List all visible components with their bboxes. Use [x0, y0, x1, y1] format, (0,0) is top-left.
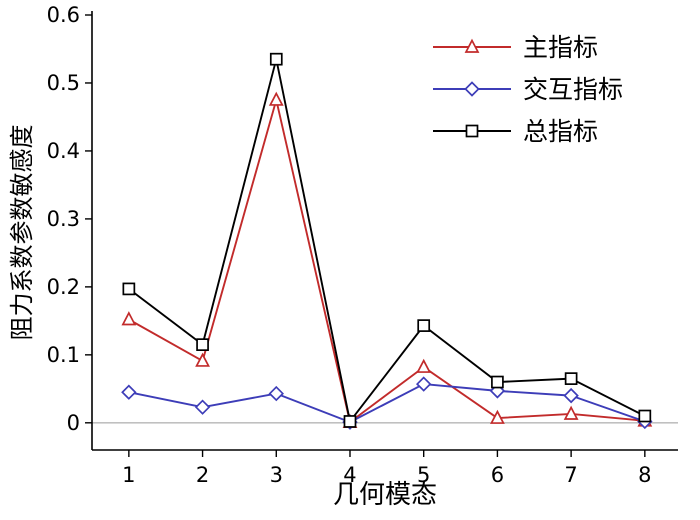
y-tick-label: 0.1 — [47, 343, 80, 367]
x-axis-title: 几何模态 — [333, 480, 437, 510]
series-line — [128, 383, 646, 424]
diamond-marker — [415, 376, 432, 392]
x-tick-label: 7 — [564, 463, 577, 487]
series-2 — [122, 52, 652, 428]
diamond-marker — [464, 81, 480, 97]
legend-entry-0: 主指标 — [433, 33, 598, 62]
series-line — [128, 99, 645, 424]
square-marker — [564, 372, 578, 385]
diamond-marker — [121, 384, 137, 400]
square-marker — [638, 409, 652, 423]
x-tick-label: 5 — [417, 463, 430, 487]
square-marker — [196, 338, 209, 351]
triangle-marker — [563, 405, 579, 420]
y-ticks: 0 0.1 0.2 0.3 0.4 0.5 0.6 — [47, 3, 92, 435]
y-tick-label: 0.3 — [47, 207, 80, 231]
axes — [91, 11, 678, 451]
square-marker — [417, 319, 431, 332]
x-ticks: 1 2 3 4 5 6 7 8 — [122, 450, 652, 487]
triangle-marker — [464, 38, 480, 53]
x-tick-label: 6 — [491, 463, 504, 487]
legend-label: 总指标 — [523, 117, 598, 146]
triangle-marker — [121, 311, 137, 326]
y-axis-title: 阻力系数参数敏感度 — [8, 125, 36, 341]
x-tick-label: 8 — [638, 463, 651, 487]
x-tick-label: 3 — [270, 463, 283, 487]
square-marker — [269, 52, 283, 66]
series-line — [128, 58, 646, 423]
series-1 — [121, 376, 653, 430]
diamond-marker — [194, 399, 211, 415]
y-tick-label: 0.5 — [47, 71, 80, 95]
triangle-marker — [195, 352, 210, 367]
square-marker — [491, 375, 504, 389]
triangle-marker — [416, 358, 432, 373]
diamond-marker — [268, 385, 284, 402]
x-tick-label: 1 — [122, 463, 135, 487]
legend-label: 主指标 — [523, 33, 598, 62]
diamond-marker — [563, 387, 579, 404]
y-tick-label: 0.4 — [47, 139, 80, 163]
legend-entry-2: 总指标 — [433, 117, 598, 146]
legend-label: 交互指标 — [523, 75, 623, 104]
y-tick-label: 0 — [67, 411, 80, 435]
legend-entry-1: 交互指标 — [433, 75, 623, 104]
x-tick-label: 4 — [343, 463, 356, 487]
square-marker — [343, 415, 357, 428]
y-tick-label: 0.2 — [47, 275, 80, 299]
triangle-marker — [490, 409, 505, 424]
triangle-marker — [268, 91, 284, 106]
square-marker — [465, 124, 479, 138]
square-marker — [122, 282, 136, 296]
y-tick-label: 0.6 — [47, 3, 80, 27]
x-tick-label: 2 — [196, 463, 209, 487]
